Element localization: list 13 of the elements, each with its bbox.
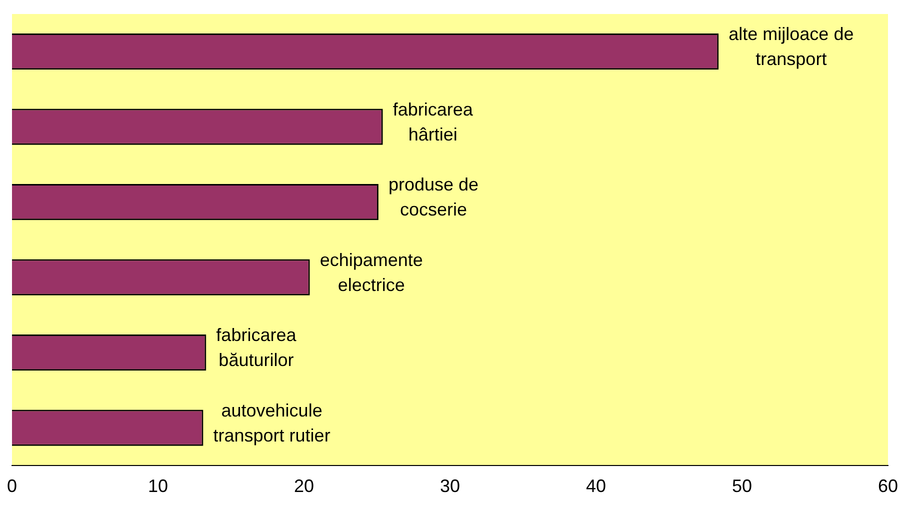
y-tick-label: fabricarea hârtiei	[392, 99, 474, 144]
y-tick-label: autovehicule transport rutier	[213, 400, 330, 446]
y-tick-label: produse de cocserie	[388, 174, 479, 220]
x-tick-label: 0	[6, 476, 18, 496]
x-tick-label: 60	[878, 476, 898, 496]
x-tick-label: 40	[586, 476, 606, 496]
y-tick-label: fabricarea băuturilor	[216, 325, 298, 370]
x-tick-label: 10	[148, 476, 168, 496]
y-tick-label: alte mijloace de transport	[728, 24, 854, 70]
x-tick-label: 20	[294, 476, 314, 496]
x-tick-label: 30	[440, 476, 460, 496]
y-tick-label: echipamente electrice	[320, 250, 423, 295]
x-tick-label: 50	[732, 476, 752, 496]
